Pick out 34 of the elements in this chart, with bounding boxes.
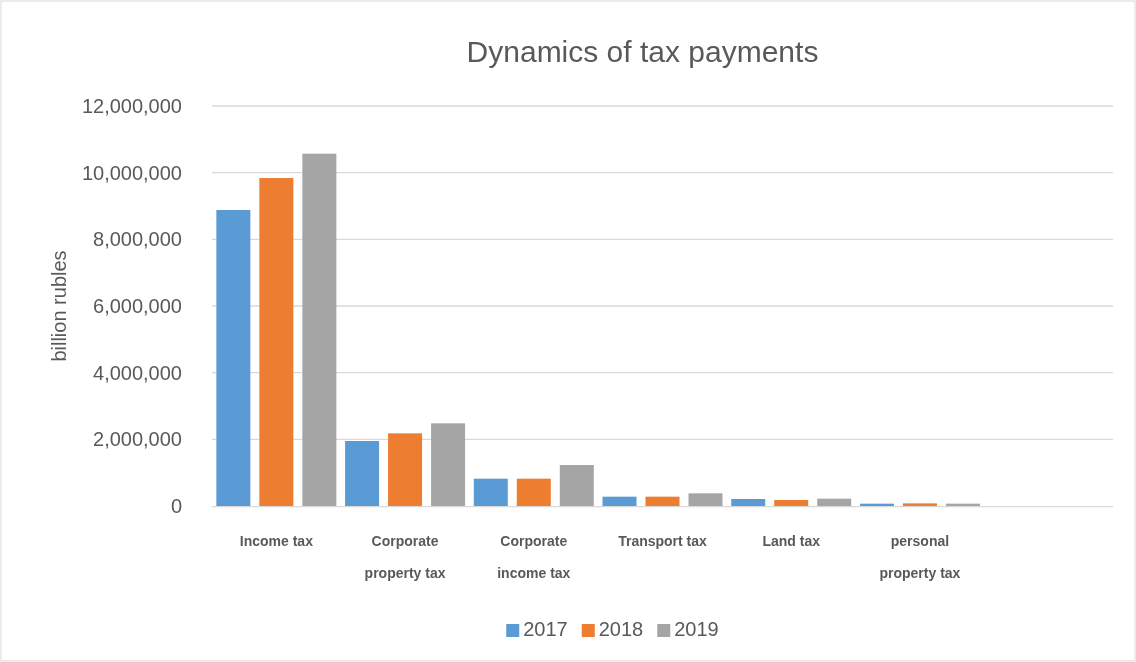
y-tick-label: 12,000,000	[81, 94, 182, 117]
legend-label: 2017	[523, 618, 568, 640]
bar	[516, 478, 551, 506]
y-tick-label: 10,000,000	[81, 161, 182, 184]
x-tick-label: Corporate property tax	[364, 533, 446, 582]
x-tick-label: Transport tax	[618, 533, 708, 549]
bar	[216, 210, 251, 506]
bar	[431, 423, 466, 506]
bar	[473, 478, 508, 506]
y-tick-label: 6,000,000	[93, 294, 182, 317]
y-tick-label: 4,000,000	[93, 361, 182, 384]
x-tick-label: Land tax	[762, 533, 821, 549]
bar	[688, 493, 723, 506]
bar	[388, 433, 423, 506]
chart-title: Dynamics of tax payments	[466, 35, 819, 68]
bar	[302, 153, 337, 506]
y-axis-title: billion rubles	[48, 250, 70, 362]
x-tick-label: personal property tax	[879, 533, 961, 582]
y-tick-label: 0	[170, 494, 182, 517]
bar	[902, 503, 937, 506]
bar	[559, 465, 594, 506]
y-tick-label: 8,000,000	[93, 228, 182, 251]
legend-label: 2018	[598, 618, 644, 640]
bar	[645, 496, 680, 506]
bar	[731, 499, 766, 506]
legend-label: 2019	[674, 618, 719, 640]
x-tick-label: Income tax	[239, 533, 314, 549]
bar	[817, 498, 852, 506]
bar	[345, 441, 380, 506]
y-tick-label: 2,000,000	[93, 428, 182, 451]
bar	[774, 500, 809, 506]
bar	[602, 496, 637, 506]
bar	[259, 178, 294, 506]
x-tick-label: Corporate income tax	[497, 533, 571, 582]
